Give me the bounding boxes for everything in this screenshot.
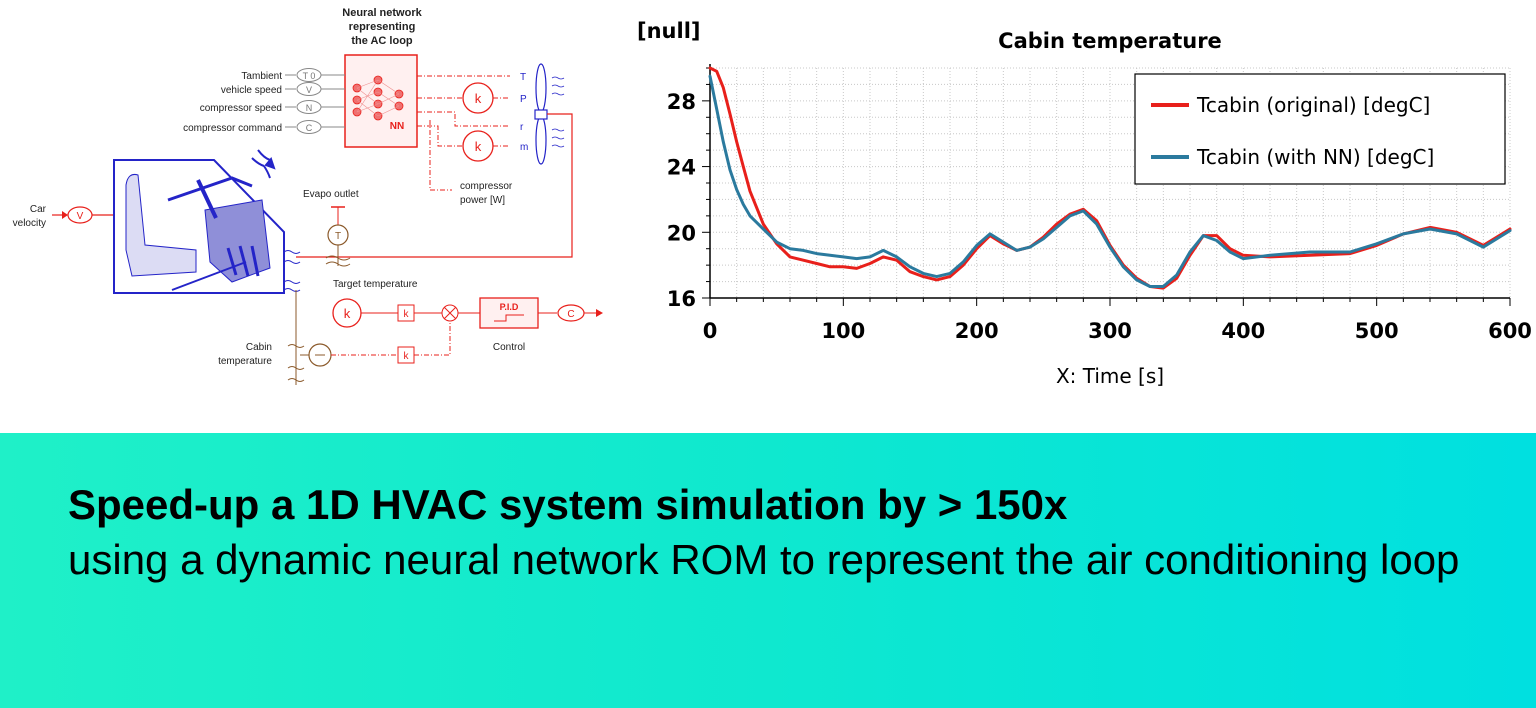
nn-output-lines (417, 75, 510, 191)
car-velocity-line-1: Car (30, 204, 47, 215)
fan-icon (534, 63, 565, 165)
y-tick-label: 20 (667, 221, 696, 245)
target-gain-symbol: k (344, 306, 351, 321)
axes (702, 64, 1511, 306)
compressor-power-line-1: compressor (460, 181, 513, 192)
gain-symbol-bottom: k (475, 139, 482, 154)
data-series (708, 66, 1512, 290)
output-label-t: T (520, 72, 526, 83)
pid-block: P.I.D (479, 297, 539, 329)
cabin-temperature-line-1: Cabin (246, 342, 272, 353)
x-tick-label: 0 (703, 319, 718, 343)
compressor-power-line-2: power [W] (460, 195, 505, 206)
gain-square-top: k (397, 304, 415, 322)
car-velocity-source: V (52, 206, 114, 224)
x-tick-label: 300 (1088, 319, 1132, 343)
headline-rest: using a dynamic neural network ROM to re… (68, 536, 1460, 583)
gain-square-bottom-symbol: k (404, 351, 410, 362)
input-label-compressor-command: compressor command (183, 123, 282, 134)
summing-junction (441, 304, 459, 322)
input-symbol-tambient: T 0 (303, 71, 316, 81)
gain-square-top-symbol: k (404, 309, 410, 320)
air-flow-icon (251, 149, 276, 179)
cabin-temperature-line-2: temperature (218, 356, 272, 367)
legend: Tcabin (original) [degC] Tcabin (with NN… (1134, 73, 1506, 185)
input-label-compressor-speed: compressor speed (200, 103, 282, 114)
y-tick-label: 24 (667, 156, 696, 180)
headline-bold: Speed-up a 1D HVAC system simulation by … (68, 481, 1068, 528)
chart-xlabel: X: Time [s] (1056, 364, 1164, 388)
output-label-r: r (520, 122, 524, 133)
nn-badge: NN (390, 121, 404, 132)
car-cabin-block (113, 159, 285, 294)
cabin-ports (283, 250, 301, 292)
input-label-tambient: Tambient (241, 71, 282, 82)
target-temperature-label: Target temperature (333, 279, 418, 290)
legend-label-nn: Tcabin (with NN) [degC] (1196, 145, 1434, 169)
input-vehicle-speed: vehicle speed V (221, 82, 345, 96)
nn-title-line-2: representing (349, 21, 416, 33)
input-symbol-compressor-command: C (306, 123, 313, 133)
cabin-temperature-chart: [null] Cabin temperature 0 100 200 300 400 50… (637, 19, 1532, 388)
evapo-outlet-label: Evapo outlet (303, 189, 359, 200)
y-tick-label: 16 (667, 287, 696, 311)
neural-network-block: NN (344, 54, 418, 148)
nn-title-line-1: Neural network (342, 7, 422, 19)
tick-labels: 0 100 200 300 400 500 600 16 20 24 28 (667, 90, 1532, 343)
gain-block-bottom: k (462, 130, 494, 162)
input-symbol-vehicle-speed: V (306, 85, 312, 95)
x-tick-label: 100 (821, 319, 865, 343)
pid-label: P.I.D (500, 302, 519, 312)
y-tick-label: 28 (667, 90, 696, 114)
input-symbol-compressor-speed: N (306, 103, 313, 113)
headline-banner (0, 433, 1536, 708)
target-gain-block: k (332, 298, 362, 328)
input-label-vehicle-speed: vehicle speed (221, 85, 282, 96)
input-tambient: Tambient T 0 (241, 68, 345, 82)
legend-label-original: Tcabin (original) [degC] (1196, 93, 1430, 117)
air-loop-line (296, 113, 573, 258)
headline-text: Speed-up a 1D HVAC system simulation by … (68, 477, 1508, 587)
series-line-with-nn (708, 74, 1512, 288)
nn-title-line-3: the AC loop (351, 35, 413, 47)
car-velocity-line-2: velocity (13, 218, 46, 229)
output-label-p: P (520, 94, 527, 105)
x-tick-label: 600 (1488, 319, 1532, 343)
chart-ylabel: [null] (637, 19, 701, 43)
x-tick-label: 400 (1221, 319, 1265, 343)
evapo-outlet-sensor: T (325, 206, 351, 267)
gain-symbol-top: k (475, 91, 482, 106)
x-tick-label: 500 (1355, 319, 1399, 343)
input-compressor-speed: compressor speed N (200, 100, 345, 114)
nn-output-labels: T P r m (520, 72, 528, 153)
chart-title: Cabin temperature (998, 29, 1222, 53)
control-output: C (557, 304, 603, 322)
cabin-temperature-sensor: k (287, 290, 451, 385)
control-out-symbol: C (567, 309, 574, 320)
output-label-m: m (520, 142, 528, 153)
hvac-system-diagram: Neural network representing the AC loop … (13, 7, 603, 385)
input-compressor-command: compressor command C (183, 120, 345, 134)
gain-block-top: k (462, 82, 494, 114)
x-tick-label: 200 (955, 319, 999, 343)
evapo-symbol: T (335, 231, 341, 242)
control-label: Control (493, 342, 525, 353)
car-velocity-symbol: V (77, 211, 84, 222)
